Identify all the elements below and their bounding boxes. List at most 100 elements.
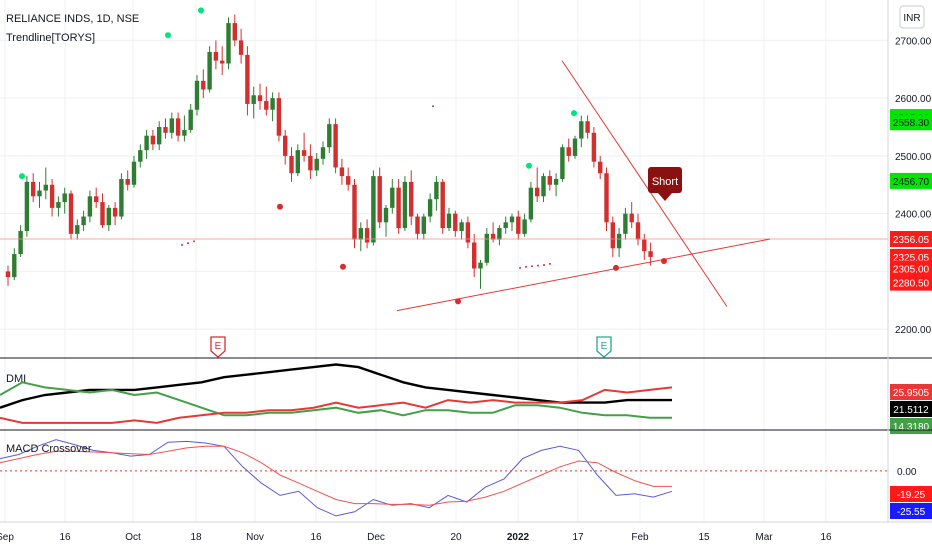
dmi-value-text: 21.5112	[893, 405, 929, 416]
time-tick-label: 16	[59, 532, 71, 543]
price-tick-label: 2200.00	[895, 325, 932, 336]
candle-body	[591, 132, 597, 162]
candle-body	[610, 222, 615, 249]
candle-body	[112, 207, 118, 217]
macd-value-badge	[890, 503, 932, 519]
trace-dot	[193, 240, 195, 243]
candle-body	[327, 124, 332, 148]
dmi-line	[0, 381, 672, 419]
candle-body	[245, 54, 250, 104]
candle-body	[472, 242, 477, 269]
earnings-marker-shape	[210, 336, 226, 358]
candle-body	[175, 118, 181, 136]
earnings-marker[interactable]: E	[596, 336, 612, 358]
time-axis[interactable]: Sep 16 Oct 18 Nov 16 Dec 20 2022 17 Feb 15 Mar 16	[0, 532, 832, 543]
trace-dot	[187, 242, 189, 245]
candle-body	[100, 202, 105, 226]
candle-body	[616, 233, 622, 249]
candle-body	[339, 167, 345, 177]
candle-body	[629, 213, 634, 223]
candle-body	[24, 181, 30, 231]
candle-body	[283, 135, 288, 156]
candle-body	[270, 98, 275, 110]
candle-body	[18, 230, 23, 255]
candle-body	[87, 196, 93, 217]
trace-dot	[543, 264, 545, 267]
candle-body	[383, 207, 389, 223]
candle-body	[301, 150, 307, 156]
candle-body	[598, 161, 603, 174]
time-tick-label: 17	[572, 532, 584, 543]
candle-body	[295, 150, 300, 174]
currency-label: INR	[903, 13, 920, 24]
trace-dot	[317, 163, 319, 166]
dmi-line	[0, 386, 673, 424]
short-signal-pointer	[658, 193, 672, 201]
time-tick-label: Feb	[631, 532, 649, 543]
candle-body	[220, 60, 225, 64]
macd-value-text: -19.25	[897, 490, 926, 501]
time-tick-label: 16	[820, 532, 832, 543]
price-label-badge	[890, 260, 932, 277]
candle-body	[12, 254, 17, 278]
price-label-badge	[890, 172, 932, 189]
candle-body	[308, 155, 313, 171]
grid	[0, 0, 888, 522]
earnings-marker[interactable]: E	[210, 336, 226, 358]
candle-body	[31, 181, 36, 197]
candle-body	[465, 222, 471, 243]
candle-body	[516, 216, 521, 234]
earnings-marker-label: E	[215, 341, 222, 352]
candle-body	[409, 181, 414, 217]
candle-body	[490, 233, 496, 240]
price-label-text: 2305.00	[893, 265, 930, 276]
symbol-title: RELIANCE INDS, 1D, NSE	[6, 13, 139, 25]
candle-body	[535, 187, 540, 197]
candle-body	[238, 40, 244, 55]
candle-body	[213, 51, 219, 61]
candle-body	[503, 222, 508, 229]
candle-body	[553, 179, 559, 185]
candle-body	[150, 135, 156, 145]
candle-body	[182, 129, 187, 136]
time-tick-label: 15	[698, 532, 710, 543]
price-label-text: 2280.50	[893, 279, 930, 290]
main-price-pane	[0, 7, 888, 312]
short-signal[interactable]: Short	[648, 167, 682, 201]
candle-body	[94, 196, 99, 203]
price-tick-label: 2700.00	[895, 36, 932, 47]
candle-body	[251, 95, 256, 104]
candle-body	[541, 176, 546, 197]
candle-body	[402, 181, 408, 229]
dmi-value-badge	[890, 384, 932, 400]
candle-body	[635, 222, 641, 240]
swing-point-marker	[198, 7, 204, 14]
candle-body	[478, 262, 483, 269]
dmi-pane: 25.9505 21.5112 14.3180	[0, 363, 932, 434]
candle-body	[642, 239, 647, 252]
candle-body	[43, 184, 48, 191]
time-tick-label: 16	[310, 532, 322, 543]
resistance-trendline[interactable]	[561, 60, 728, 307]
price-label-text: 2558.30	[893, 118, 930, 129]
swing-point-marker	[340, 263, 346, 270]
candle-body	[144, 135, 149, 151]
indicator-title: Trendline[TORYS]	[6, 32, 95, 44]
price-axis[interactable]: 2700.002600.002500.002400.002300.002200.…	[890, 36, 932, 336]
swing-point-marker	[571, 110, 577, 117]
candle-body	[314, 158, 319, 171]
candle-body	[257, 95, 263, 102]
candle-body	[188, 109, 193, 130]
short-signal-box	[648, 167, 682, 193]
currency-button[interactable]	[899, 5, 925, 29]
candle-body	[5, 271, 11, 278]
candle-body	[226, 23, 231, 64]
trace-dot	[537, 264, 539, 267]
trace-dot	[525, 265, 527, 268]
candle-body	[201, 80, 206, 90]
candle-body	[585, 121, 590, 133]
candle-body	[131, 161, 137, 185]
candle-body	[440, 181, 445, 229]
